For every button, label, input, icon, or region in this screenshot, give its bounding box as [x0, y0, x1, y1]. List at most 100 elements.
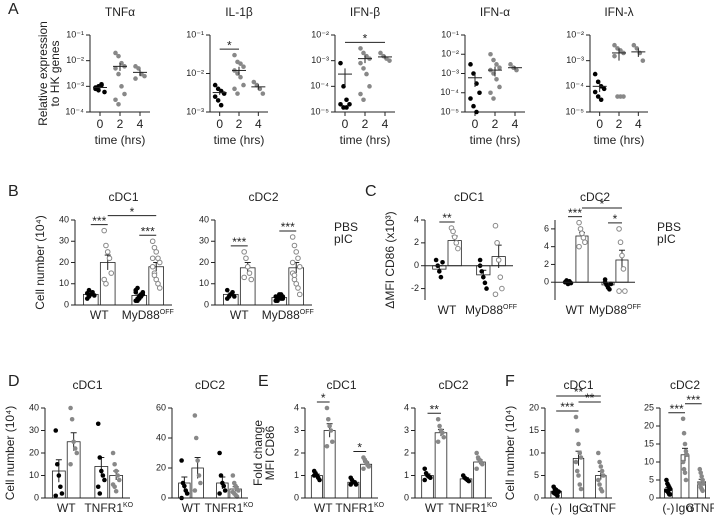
category-superscript: OFF [503, 304, 517, 311]
data-point [251, 79, 257, 85]
data-point [494, 62, 499, 67]
category-text: αTNF [687, 501, 714, 515]
data-point [230, 473, 236, 478]
y-tick-label: 10⁻² [311, 29, 329, 39]
data-point [466, 478, 472, 484]
data-point [664, 477, 669, 483]
data-point [218, 102, 224, 108]
x-tick-label: WT [230, 308, 249, 322]
data-point [701, 481, 706, 486]
y-axis-label: Fold change [251, 420, 265, 486]
category-text: TNFR1 [205, 501, 244, 515]
data-point [616, 288, 622, 294]
data-point [361, 50, 366, 56]
data-point [54, 461, 60, 467]
data-point [592, 89, 598, 95]
significance-label: ** [430, 402, 440, 416]
y-tick-label: 3 [404, 425, 409, 435]
significance-label: *** [686, 393, 700, 407]
data-point [477, 90, 482, 96]
y-tick-label: 10⁻⁵ [566, 106, 585, 116]
subplot-title: IFN-β [350, 5, 380, 19]
data-point [97, 491, 103, 496]
category-superscript: KO [374, 502, 385, 509]
y-tick-label: 10⁻³ [66, 81, 84, 91]
significance-label: *** [281, 220, 295, 234]
data-point [441, 434, 447, 440]
data-point [291, 242, 298, 249]
data-point [481, 274, 486, 280]
x-tick-label: 2 [117, 117, 124, 131]
x-tick-label: 4 [382, 117, 389, 131]
data-point [327, 423, 332, 429]
data-point [232, 294, 237, 299]
category-text: IgG [569, 501, 588, 515]
y-tick-label: 40 [199, 214, 209, 224]
data-point [453, 240, 460, 246]
data-point [136, 66, 141, 71]
category-text: TNFR1 [335, 501, 374, 515]
data-point [133, 76, 138, 81]
y-tick-label: 0 [161, 492, 166, 502]
data-point [599, 468, 605, 474]
data-point [428, 475, 433, 481]
y-tick-label: 0 [294, 492, 299, 502]
x-tick-label: TNFR1KO [205, 501, 254, 515]
subplot-title: IFN-α [480, 5, 510, 19]
subplot-title: cDC1 [454, 190, 484, 204]
y-tick-label: 2 [544, 259, 549, 269]
y-tick-label: 10⁻² [566, 29, 584, 39]
subplot-title: cDC1 [108, 190, 138, 204]
category-text: IgG [675, 501, 694, 515]
data-point [598, 97, 604, 103]
data-point [361, 466, 366, 472]
data-point [361, 66, 366, 71]
y-tick-label: 25 [644, 402, 654, 412]
y-tick-label: 1 [294, 470, 299, 480]
subplot-title: cDC2 [248, 190, 278, 204]
data-point [275, 298, 280, 304]
category-text: WT [57, 501, 76, 515]
data-point [508, 62, 513, 67]
y-axis-label: to HK genes [48, 40, 62, 106]
data-point [451, 234, 458, 240]
data-point [69, 416, 75, 422]
data-point [484, 286, 489, 291]
data-point [110, 450, 116, 456]
significance-label: * [227, 38, 232, 52]
data-point [344, 105, 349, 110]
category-superscript: KO [487, 502, 498, 509]
y-tick-label: 5 [534, 470, 539, 480]
data-point [53, 493, 59, 499]
data-point [74, 450, 80, 456]
data-point [149, 255, 156, 262]
y-tick-label: 20 [529, 402, 539, 412]
data-point [698, 470, 704, 476]
y-tick-label: 10 [529, 447, 539, 457]
data-point [612, 53, 617, 59]
data-point [248, 276, 255, 283]
y-tick-label: 10 [199, 278, 209, 288]
data-point [218, 473, 224, 478]
data-point [683, 477, 689, 483]
x-axis-label: time (hrs) [340, 133, 391, 147]
category-text: TNFR1 [448, 501, 487, 515]
data-point [113, 97, 118, 103]
x-tick-label: 2 [616, 117, 623, 131]
data-point [617, 239, 624, 246]
data-point [440, 259, 445, 265]
data-point [364, 71, 369, 77]
y-tick-label: -2 [411, 283, 419, 293]
subplot-title: cDC2 [438, 378, 468, 392]
data-point [56, 473, 62, 478]
data-point [72, 446, 78, 451]
data-point [241, 249, 247, 255]
significance-label: ** [574, 385, 584, 399]
data-point [582, 239, 588, 246]
data-point [700, 477, 705, 483]
data-point [433, 257, 439, 263]
data-point [103, 280, 109, 287]
panel-label: B [8, 183, 19, 200]
data-point [193, 435, 199, 441]
data-point [576, 243, 582, 250]
